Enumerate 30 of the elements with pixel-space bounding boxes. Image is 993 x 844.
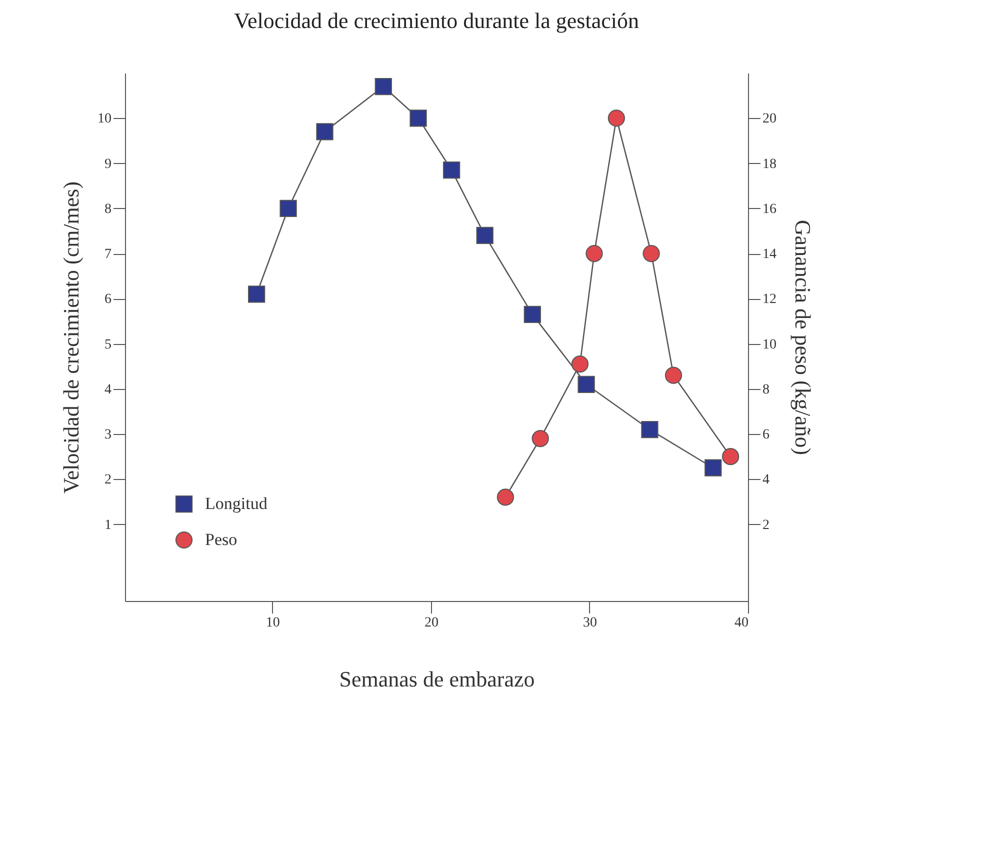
chart-title: Velocidad de crecimiento durante la gestación [234, 8, 639, 33]
y-tick-label: 1 [104, 518, 112, 533]
y-tick-label: 6 [104, 292, 112, 308]
y2-tick-label: 2 [762, 518, 770, 533]
y-tick-label: 9 [104, 156, 112, 172]
y-axis-title: Velocidad de crecimiento (cm/mes) [58, 181, 84, 494]
x-tick-label: 20 [424, 616, 438, 630]
y2-tick-label: 12 [762, 292, 776, 308]
legend-label: Peso [205, 530, 238, 549]
x-tick-label: 30 [582, 616, 597, 630]
y-tick-label: 2 [104, 472, 112, 488]
y2-tick-label: 10 [762, 337, 776, 352]
y2-tick-label: 4 [762, 472, 770, 488]
y2-tick-label: 20 [762, 112, 776, 127]
legend-label: Longitud [205, 494, 268, 513]
y-tick-label: 10 [98, 112, 112, 127]
y2-axis-title: Ganancia de peso (kg/año) [790, 220, 816, 456]
y-tick-label: 5 [104, 337, 112, 352]
x-tick-label: 10 [266, 616, 280, 630]
y2-tick-label: 8 [762, 382, 770, 398]
y-tick-label: 8 [104, 202, 112, 217]
y2-tick-label: 6 [762, 428, 770, 443]
y2-tick-label: 18 [762, 156, 776, 172]
y-tick-label: 4 [104, 382, 112, 398]
y-tick-label: 3 [104, 428, 112, 443]
x-tick-label: 40 [734, 616, 748, 630]
y2-tick-label: 14 [762, 247, 776, 262]
y-tick-label: 7 [104, 247, 112, 262]
x-axis-title: Semanas de embarazo [339, 666, 535, 692]
y2-tick-label: 16 [762, 202, 776, 217]
